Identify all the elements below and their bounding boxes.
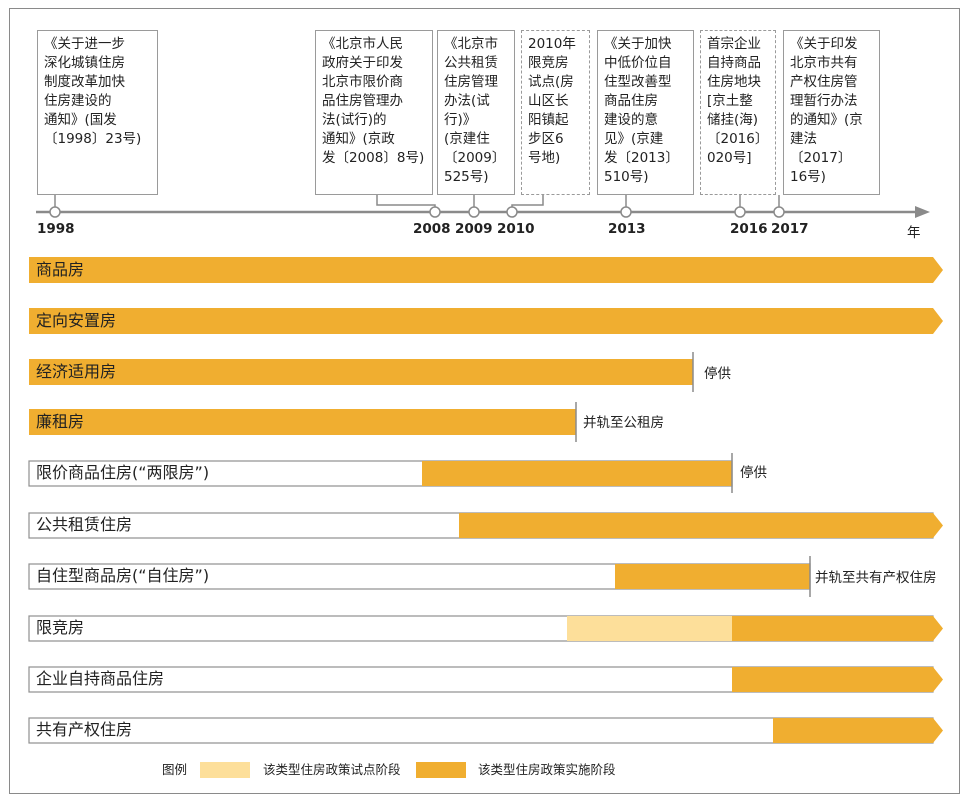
row-label-resettlement-housing: 定向安置房 [36, 311, 117, 330]
policy-doc-2017: 《关于印发 北京市共有 产权住房管 理暂行办法 的通知》(京 建法〔2017〕 … [783, 30, 880, 195]
policy-doc-2009: 《北京市 公共租赁 住房管理 办法(试 行)》 (京建住 〔2009〕 525号… [437, 30, 515, 195]
legend-title: 图例 [162, 762, 188, 777]
year-marker-2010 [506, 206, 518, 218]
bar-commercial-housing [29, 257, 943, 283]
year-unit-label: 年 [907, 225, 921, 241]
year-marker-2009 [468, 206, 480, 218]
policy-bars [28, 257, 943, 744]
connector-2008 [376, 195, 436, 212]
year-label-2017: 2017 [771, 221, 809, 237]
row-label-enterprise-held-housing: 企业自持商品住房 [36, 669, 165, 688]
axis-arrow-icon [915, 206, 930, 218]
row-label-low-rent-housing: 廉租房 [36, 412, 85, 431]
policy-doc-1998: 《关于进一步 深化城镇住房 制度改革加快 住房建设的 通知》(国发 〔1998〕… [37, 30, 158, 195]
bar-price-limited-housing [422, 461, 732, 486]
year-marker-2016 [734, 206, 746, 218]
diagram-frame [9, 8, 960, 794]
note-low-rent-housing: 并轨至公租房 [583, 415, 664, 431]
legend-label-implement: 该类型住房政策实施阶段 [478, 762, 616, 777]
policy-doc-2013: 《关于加快 中低价位自 住型改善型 商品住房 建设的意 见》(京建 发〔2013… [597, 30, 694, 195]
timeline-axis [36, 195, 930, 218]
year-label-2010: 2010 [497, 221, 535, 237]
note-price-limited-housing: 停供 [740, 465, 767, 481]
year-marker-2013 [620, 206, 632, 218]
bar-resettlement-housing [29, 308, 943, 334]
row-label-self-occupied-housing: 自住型商品房(“自住房”) [36, 566, 210, 585]
year-marker-2017 [773, 206, 785, 218]
row-label-price-limited-housing: 限价商品住房(“两限房”) [36, 463, 210, 482]
bar-self-occupied-housing [615, 564, 810, 589]
row-label-public-rental-housing: 公共租赁住房 [36, 515, 133, 534]
bar-shared-ownership-housing [773, 718, 943, 743]
legend-label-pilot: 该类型住房政策试点阶段 [263, 762, 401, 777]
year-marker-2008 [429, 206, 441, 218]
row-label-shared-ownership-housing: 共有产权住房 [36, 720, 133, 739]
note-self-occupied-housing: 并轨至共有产权住房 [815, 570, 937, 586]
note-affordable-housing: 停供 [704, 366, 731, 382]
year-label-2013: 2013 [608, 221, 646, 237]
legend-swatch-implement [416, 762, 466, 778]
year-label-2008: 2008 [413, 221, 451, 237]
bar-enterprise-held-housing [732, 667, 943, 692]
row-label-commercial-housing: 商品房 [36, 260, 85, 279]
year-label-1998: 1998 [37, 221, 75, 237]
bar-pilot-price-competition-housing [567, 616, 732, 641]
row-label-price-competition-housing: 限竞房 [36, 618, 85, 637]
bar-affordable-housing [29, 359, 693, 385]
year-marker-1998 [49, 206, 61, 218]
policy-doc-2010: 2010年 限竞房 试点(房 山区长 阳镇起 步区6 号地) [521, 30, 590, 195]
row-label-affordable-housing: 经济适用房 [36, 362, 117, 381]
bar-public-rental-housing [459, 513, 943, 538]
policy-doc-2008: 《北京市人民 政府关于印发 北京市限价商 品住房管理办 法(试行)的 通知》(京… [315, 30, 433, 195]
legend-swatch-pilot [200, 762, 250, 778]
policy-doc-2016: 首宗企业 自持商品 住房地块 [京土整 储挂(海) 〔2016〕 020号] [700, 30, 776, 195]
year-label-2016: 2016 [730, 221, 768, 237]
bar-low-rent-housing [29, 409, 576, 435]
year-label-2009: 2009 [455, 221, 493, 237]
bar-price-competition-housing [732, 616, 943, 641]
